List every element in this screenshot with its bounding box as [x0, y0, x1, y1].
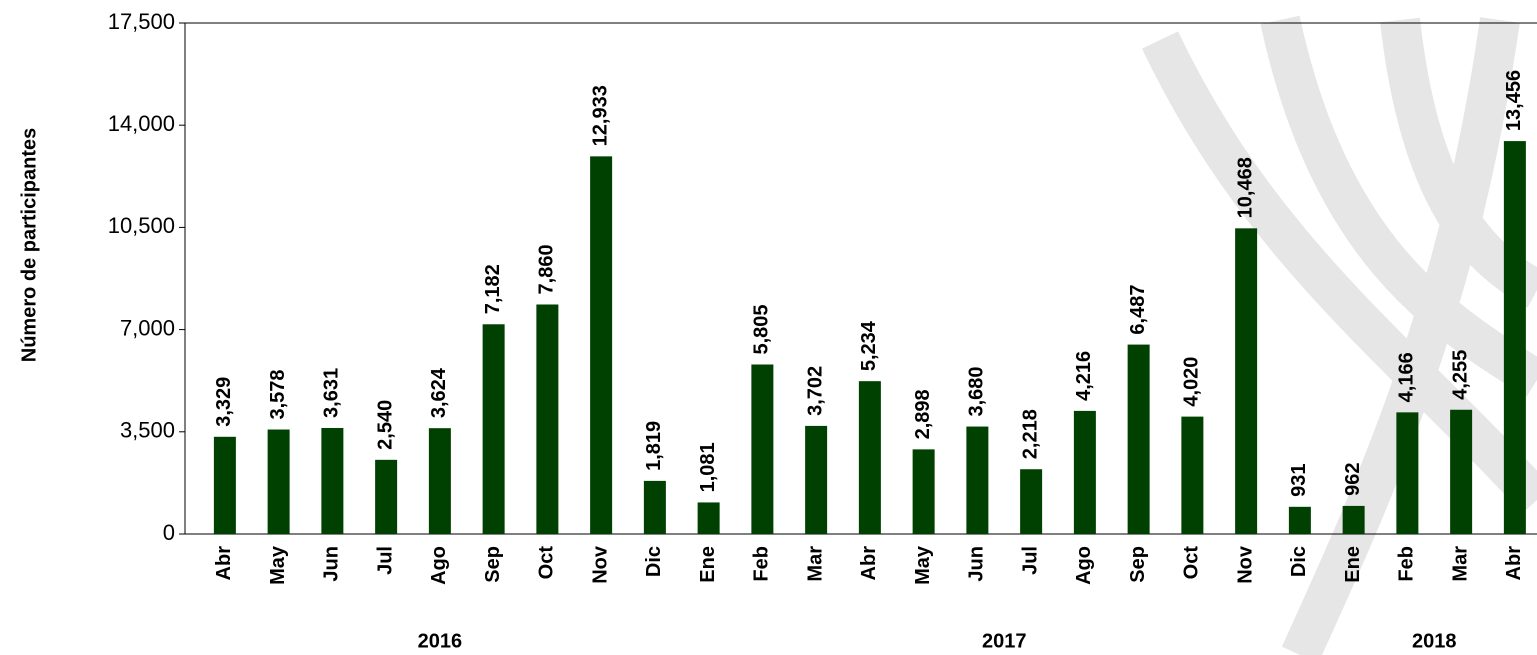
value-label: 2,898	[912, 389, 934, 439]
bar	[1396, 412, 1419, 534]
value-label: 3,631	[321, 368, 343, 418]
value-label: 6,487	[1127, 285, 1149, 335]
bar	[751, 364, 774, 534]
value-label: 7,860	[536, 244, 558, 294]
bar	[482, 324, 505, 534]
x-tick-label: Oct	[536, 546, 558, 580]
bar	[1235, 228, 1258, 534]
value-label: 3,329	[213, 377, 235, 427]
value-label: 3,624	[428, 367, 450, 418]
x-tick-label: Dic	[1288, 546, 1310, 577]
x-tick-label: Mar	[1449, 546, 1471, 582]
bar	[697, 502, 720, 534]
x-tick-label: Jun	[321, 546, 343, 582]
value-label: 2,218	[1019, 409, 1041, 459]
x-tick-label: Jun	[966, 546, 988, 582]
value-label: 931	[1288, 463, 1310, 496]
bar	[858, 381, 881, 534]
year-label: 2017	[982, 630, 1027, 652]
x-tick-label: Jul	[374, 546, 396, 575]
bar	[805, 425, 828, 534]
x-tick-label: Jul	[1019, 546, 1041, 575]
value-label: 12,933	[589, 85, 611, 146]
value-label: 1,081	[697, 442, 719, 492]
x-tick-label: Nov	[1234, 545, 1256, 584]
y-tick-label: 17,500	[108, 9, 175, 34]
x-tick-label: Sep	[482, 546, 504, 583]
x-tick-label: Feb	[751, 546, 773, 582]
bar	[643, 480, 666, 534]
value-label: 5,805	[751, 304, 773, 354]
x-tick-label: Ago	[428, 546, 450, 585]
x-tick-label: Feb	[1396, 546, 1418, 582]
y-tick-label: 7,000	[120, 315, 175, 340]
value-label: 5,234	[858, 320, 880, 371]
value-label: 13,456	[1503, 70, 1525, 131]
bar	[375, 459, 398, 534]
x-tick-label: May	[267, 545, 289, 585]
value-label: 4,020	[1181, 357, 1203, 407]
value-label: 4,216	[1073, 351, 1095, 401]
year-label: 2018	[1412, 630, 1457, 652]
year-label: 2016	[418, 630, 463, 652]
y-tick-label: 3,500	[120, 418, 175, 443]
value-label: 7,182	[482, 264, 504, 314]
value-label: 3,578	[267, 369, 289, 419]
bar	[966, 426, 989, 534]
bar	[1181, 416, 1204, 534]
y-tick-label: 14,000	[108, 111, 175, 136]
x-tick-label: Abr	[858, 546, 880, 581]
x-tick-label: Sep	[1127, 546, 1149, 583]
x-tick-label: Dic	[643, 546, 665, 577]
y-tick-label: 10,500	[108, 213, 175, 238]
value-label: 4,255	[1449, 350, 1471, 400]
bar	[1020, 469, 1043, 534]
x-tick-label: Oct	[1181, 546, 1203, 580]
bar	[1288, 506, 1311, 534]
x-tick-label: Ene	[1342, 546, 1364, 583]
y-axis-title: Número de participantes	[18, 128, 40, 363]
value-label: 1,819	[643, 421, 665, 471]
x-tick-label: Abr	[1503, 546, 1525, 581]
bar	[1450, 409, 1473, 534]
y-tick-label: 0	[163, 520, 175, 545]
x-tick-label: Ene	[697, 546, 719, 583]
value-label: 962	[1342, 463, 1364, 496]
bar	[1127, 344, 1150, 534]
x-tick-label: Mar	[804, 546, 826, 582]
bar	[1342, 505, 1365, 534]
bar	[428, 428, 451, 534]
value-label: 3,680	[966, 366, 988, 416]
x-tick-label: Nov	[589, 545, 611, 584]
bar	[213, 436, 236, 534]
background-decoration	[1141, 15, 1537, 655]
x-tick-label: Abr	[213, 546, 235, 581]
value-label: 2,540	[374, 400, 396, 450]
bar	[536, 304, 559, 534]
x-tick-label: Ago	[1073, 546, 1095, 585]
bar	[1503, 141, 1526, 535]
bar	[590, 156, 613, 535]
value-label: 3,702	[804, 366, 826, 416]
bar	[321, 427, 344, 534]
bar	[1073, 410, 1096, 534]
bar	[267, 429, 290, 534]
bar	[912, 449, 935, 534]
x-tick-label: May	[912, 545, 934, 585]
value-label: 4,166	[1396, 352, 1418, 402]
value-label: 10,468	[1234, 157, 1256, 218]
